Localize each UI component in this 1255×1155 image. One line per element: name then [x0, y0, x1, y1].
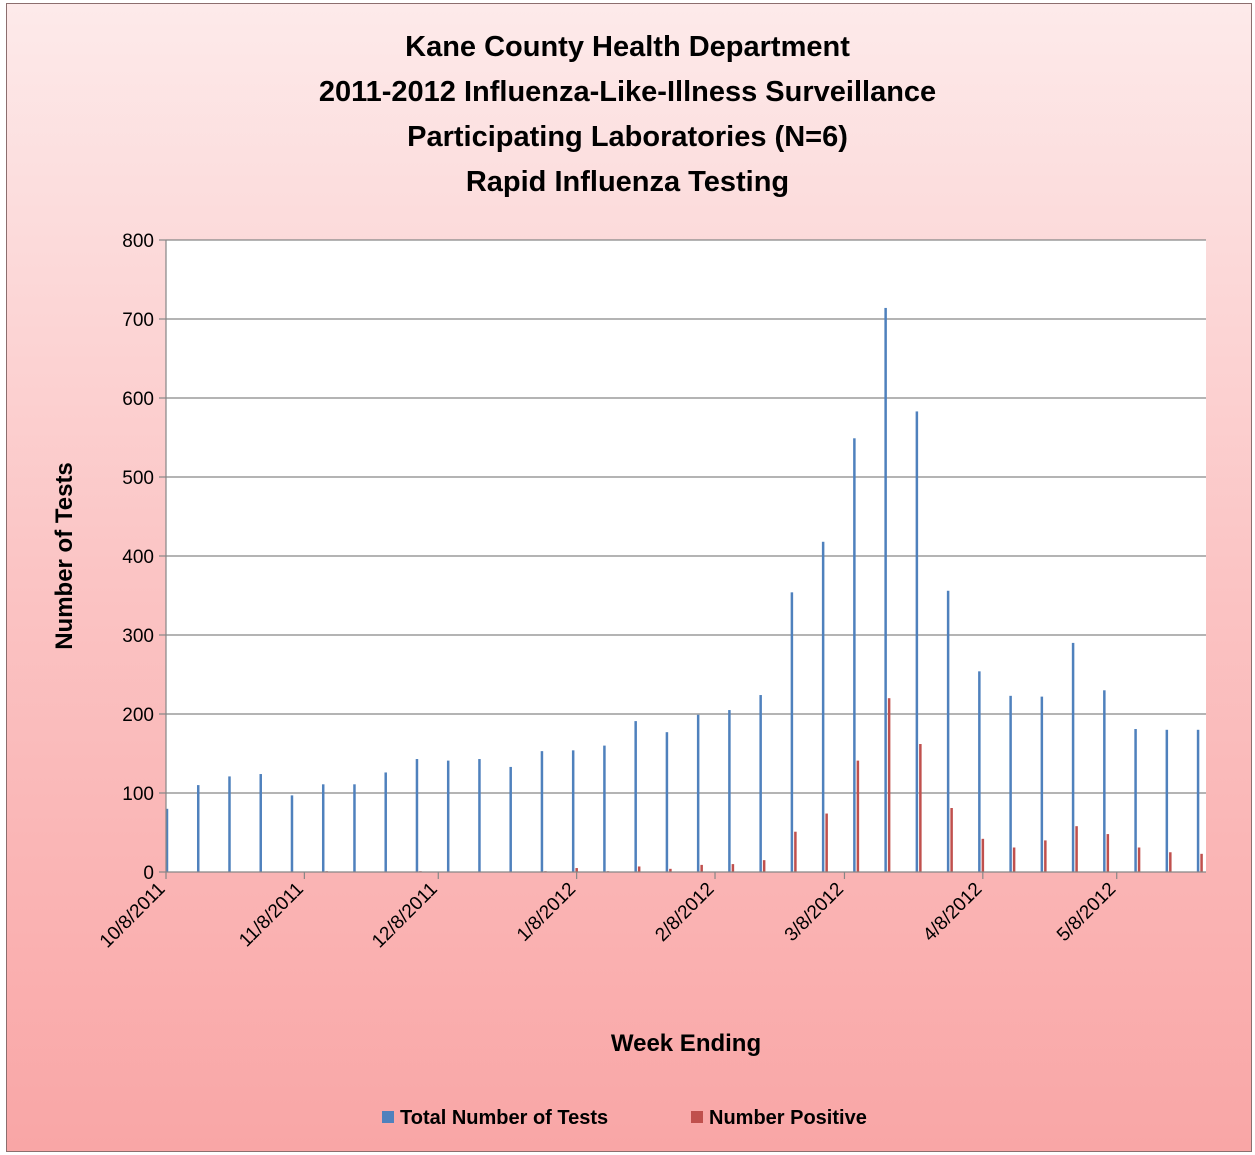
positive-bar	[731, 864, 735, 872]
positive-bar	[637, 866, 641, 872]
total-tests-bar	[165, 808, 169, 872]
total-tests-bar	[634, 721, 637, 872]
positive-bar	[762, 860, 766, 872]
positive-bar	[575, 868, 578, 872]
total-tests-bar	[196, 785, 200, 872]
total-tests-bar	[415, 759, 419, 872]
y-tick-label: 400	[122, 547, 154, 568]
y-tick-label: 600	[122, 389, 154, 410]
legend-swatch	[382, 1111, 394, 1123]
total-tests-bar	[821, 541, 825, 872]
total-tests-bar	[259, 774, 262, 872]
total-tests-bar	[321, 784, 325, 872]
positive-bar	[887, 698, 891, 872]
positive-bar	[1012, 847, 1016, 872]
total-tests-bar	[1009, 695, 1012, 872]
total-tests-bar	[946, 590, 950, 872]
legend: Total Number of Tests Number Positive	[382, 1107, 867, 1129]
legend-label: Total Number of Tests	[400, 1107, 608, 1129]
y-tick-label: 500	[122, 468, 154, 489]
chart-title-line-2: 2011-2012 Influenza-Like-Illness Surveil…	[318, 76, 937, 108]
y-axis-title: Number of Tests	[51, 462, 78, 650]
positive-bar	[919, 744, 922, 872]
x-axis-title: Week Ending	[611, 1030, 761, 1057]
x-tick-label: 3/8/2012	[781, 879, 848, 946]
chart-title-line-3: Participating Laboratories (N=6)	[407, 121, 848, 153]
x-tick-label: 4/8/2012	[919, 879, 986, 946]
x-tick-label: 12/8/2011	[368, 879, 442, 953]
positive-bar	[856, 760, 860, 872]
positive-bar	[1075, 826, 1078, 872]
positive-bar	[700, 864, 703, 872]
x-tick-label: 1/8/2012	[513, 879, 580, 946]
positive-bar	[1044, 840, 1047, 872]
x-tick-label: 10/8/2011	[96, 879, 170, 953]
total-tests-bar	[603, 745, 606, 872]
positive-bar	[825, 813, 828, 872]
total-tests-bar	[384, 772, 387, 872]
total-tests-bar	[478, 759, 481, 872]
y-tick-label: 200	[122, 705, 154, 726]
total-tests-bar	[509, 766, 512, 872]
y-tick-label: 0	[143, 863, 154, 884]
total-tests-bar	[1196, 729, 1200, 872]
total-tests-bar	[728, 710, 731, 872]
positive-bar	[1200, 853, 1203, 872]
positive-bar	[669, 868, 672, 872]
total-tests-bar	[1103, 690, 1106, 872]
total-tests-bar	[446, 760, 450, 872]
total-tests-bar	[853, 438, 856, 872]
positive-bar	[1169, 852, 1172, 872]
total-tests-bar	[1165, 729, 1169, 872]
total-tests-bar	[696, 714, 700, 872]
y-tick-label: 800	[122, 231, 154, 252]
legend-label: Number Positive	[709, 1107, 867, 1129]
y-tick-label: 700	[122, 310, 154, 331]
total-tests-bar	[759, 695, 762, 872]
positive-bar	[950, 808, 953, 872]
chart-title-line-4: Rapid Influenza Testing	[465, 166, 790, 198]
total-tests-bar	[540, 751, 544, 872]
total-tests-bar	[290, 795, 294, 872]
chart-title-line-1: Kane County Health Department	[405, 31, 850, 63]
total-tests-bar	[790, 592, 794, 872]
total-tests-bar	[1071, 642, 1075, 872]
y-tick-label: 300	[122, 626, 154, 647]
positive-bar	[794, 831, 797, 872]
total-tests-bar	[353, 784, 356, 872]
positive-bar	[1106, 834, 1110, 872]
x-tick-label: 11/8/2011	[235, 879, 308, 952]
total-tests-bar	[884, 307, 887, 872]
y-tick-label: 100	[122, 784, 154, 805]
total-tests-bar	[1040, 696, 1044, 872]
legend-swatch	[691, 1111, 703, 1123]
positive-bar	[981, 838, 985, 872]
total-tests-bar	[978, 671, 981, 872]
total-tests-bar	[228, 776, 231, 872]
total-tests-bar	[915, 411, 919, 872]
total-tests-bar	[571, 750, 575, 872]
positive-bar	[1137, 847, 1141, 872]
x-tick-label: 2/8/2012	[651, 879, 718, 946]
total-tests-bar	[665, 732, 669, 872]
total-tests-bar	[1134, 729, 1137, 872]
x-tick-label: 5/8/2012	[1053, 879, 1120, 946]
